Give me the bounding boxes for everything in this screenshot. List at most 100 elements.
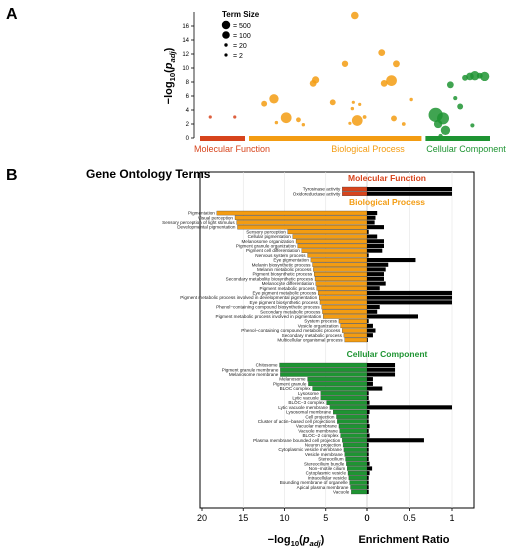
data-point — [274, 120, 279, 125]
ratio-bar — [367, 363, 396, 368]
ratio-bar — [367, 191, 452, 196]
data-point — [470, 71, 480, 81]
term-label: Neuron projection — [305, 443, 342, 448]
term-label: Eye pigment metabolic process — [252, 291, 317, 296]
padj-bar — [347, 466, 368, 471]
term-label: Oxidoreductase activity — [293, 191, 341, 196]
ratio-bar — [367, 225, 384, 230]
category-label: Molecular Function — [194, 144, 270, 154]
right-x-axis-label: Enrichment Ratio — [358, 534, 449, 546]
padj-bar — [318, 290, 368, 296]
data-point — [436, 112, 450, 125]
padj-bar — [344, 452, 368, 457]
padj-bar — [342, 191, 368, 196]
ratio-bar — [367, 405, 452, 410]
ratio-bar — [367, 323, 373, 328]
term-label: Pigment granule membrane — [222, 367, 279, 372]
padj-bar — [279, 362, 368, 368]
padj-bar — [315, 281, 368, 286]
ratio-bar — [367, 276, 384, 281]
term-label: Secondary metabolite biosynthetic proces… — [226, 276, 314, 281]
ratio-bar — [367, 475, 369, 480]
data-point — [393, 60, 400, 68]
padj-bar — [347, 470, 368, 476]
padj-bar — [216, 210, 368, 216]
data-point — [261, 100, 268, 107]
term-label: Non−motile cilium — [309, 466, 346, 471]
ratio-bar — [367, 220, 375, 225]
y-axis-label-prefix: −log — [163, 81, 175, 104]
padj-bar — [342, 442, 368, 448]
term-label: Lytic vacuole — [292, 396, 319, 401]
term-label: Phenol−containing compound metabolic pro… — [241, 328, 341, 333]
ratio-bar — [367, 333, 373, 338]
padj-bar — [336, 414, 368, 419]
category-band — [425, 136, 490, 141]
term-label: Developmental pigmentation — [177, 225, 236, 230]
padj-bar — [280, 367, 368, 372]
ratio-bar — [367, 485, 369, 490]
y-tick-label: 16 — [182, 24, 189, 30]
padj-bar — [342, 328, 368, 333]
term-label: Pigment granule organization — [236, 244, 296, 249]
term-label: Visual perception — [198, 215, 234, 220]
term-label: Vacuole membrane — [298, 428, 338, 433]
ratio-bar — [367, 367, 396, 372]
term-label: Lysosomal membrane — [286, 410, 331, 415]
padj-bar — [340, 433, 368, 438]
term-label: Pigment metabolic process involved in de… — [180, 295, 317, 300]
ratio-bar — [367, 295, 452, 300]
padj-bar — [348, 475, 368, 481]
x-tick-label: 5 — [323, 513, 328, 523]
padj-bar — [339, 428, 368, 434]
term-label: BLOC−2 complex — [302, 433, 339, 438]
panel-b-label: B — [6, 167, 18, 184]
padj-bar — [310, 257, 368, 263]
data-point — [438, 133, 443, 138]
padj-bar — [338, 318, 368, 324]
left-x-axis-label: −log10(padj) — [268, 534, 325, 548]
x-tick-label: 1 — [449, 513, 454, 523]
ratio-bar — [367, 414, 369, 419]
legend-label: = 20 — [233, 43, 247, 50]
y-axis-label-open: ( — [163, 69, 175, 73]
padj-bar — [320, 395, 368, 401]
ratio-bar — [367, 466, 373, 471]
ratio-bar — [367, 372, 396, 377]
data-point — [348, 121, 352, 125]
legend-marker — [222, 31, 230, 39]
ratio-bar — [367, 424, 370, 429]
term-label: Pigment biosynthetic process — [252, 272, 312, 277]
padj-bar — [350, 485, 368, 490]
padj-bar — [301, 248, 368, 253]
term-label: Vacuole — [333, 490, 350, 495]
ratio-bar — [367, 438, 424, 443]
term-label: Cytoplasmic vesicle membrane — [278, 447, 342, 452]
group-header: Molecular Function — [348, 173, 426, 183]
y-axis-label: −log10(padj) — [163, 47, 177, 104]
ratio-bar — [367, 377, 373, 382]
term-label: Pigmentation — [188, 211, 215, 216]
term-label: Bounding membrane of organelle — [280, 480, 348, 485]
data-point — [440, 125, 451, 135]
padj-bar — [295, 239, 368, 244]
ratio-bar — [367, 337, 368, 342]
data-point — [479, 71, 490, 82]
term-label: Pigment cell differentiation — [246, 248, 300, 253]
ratio-bar — [367, 457, 369, 462]
term-label: Stereocilium bundle — [304, 461, 345, 466]
padj-bar — [319, 300, 368, 305]
padj-bar — [318, 295, 368, 300]
y-axis-label-close: ) — [163, 47, 175, 51]
term-label: Melanocyte differentiation — [262, 281, 315, 286]
term-label: Plasma membrane bounded cell projection — [253, 438, 341, 443]
padj-bar — [316, 286, 368, 291]
category-label: Biological Process — [331, 144, 405, 154]
ratio-bar — [367, 328, 376, 333]
x-tick-label: 0 — [364, 513, 369, 523]
padj-bar — [287, 229, 368, 235]
x-tick-label: 0 — [364, 513, 369, 523]
ratio-bar — [367, 391, 369, 396]
y-tick-label: 0 — [186, 136, 190, 142]
x-tick-label: 10 — [279, 513, 289, 523]
